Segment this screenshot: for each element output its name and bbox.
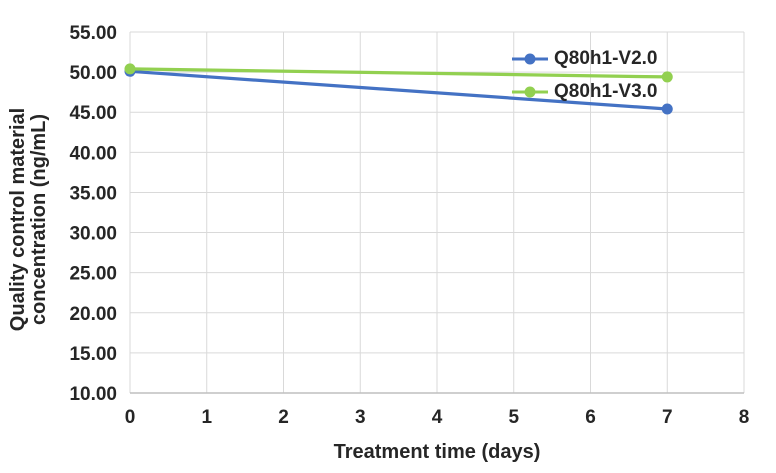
y-tick-label: 15.00 [69, 344, 117, 365]
x-axis-title: Treatment time (days) [334, 441, 541, 463]
x-tick-label: 6 [585, 407, 596, 428]
data-point-1 [661, 71, 673, 83]
y-tick-label: 40.00 [69, 143, 117, 164]
series-line-0 [128, 69, 669, 111]
x-tick-label: 3 [355, 407, 366, 428]
legend-item-q80h1-v2: Q80h1-V2.0 [512, 45, 658, 73]
legend: Q80h1-V2.0 Q80h1-V3.0 [512, 45, 658, 106]
y-tick-label: 20.00 [69, 304, 117, 325]
x-tick-label: 5 [508, 407, 519, 428]
x-tick-label: 0 [125, 407, 136, 428]
y-axis-title-line2: concentration (ng/mL) [28, 114, 50, 325]
y-tick-label: 25.00 [69, 264, 117, 285]
x-tick-label: 1 [201, 407, 212, 428]
data-point-0 [661, 103, 673, 115]
data-point-1 [124, 63, 136, 75]
y-tick-label: 50.00 [69, 63, 117, 84]
legend-label-q80h1-v2: Q80h1-V2.0 [554, 48, 658, 69]
x-tick-label: 7 [662, 407, 673, 428]
y-tick-label: 55.00 [69, 23, 117, 44]
legend-marker-1 [512, 86, 548, 98]
y-tick-label: 45.00 [69, 103, 117, 124]
y-tick-label: 10.00 [69, 384, 117, 405]
series-line-1 [128, 67, 669, 79]
y-tick-label: 30.00 [69, 224, 117, 245]
x-tick-label: 8 [739, 407, 750, 428]
x-tick-label: 4 [432, 407, 443, 428]
y-tick-label: 35.00 [69, 183, 117, 204]
legend-label-q80h1-v3: Q80h1-V3.0 [554, 81, 658, 102]
legend-item-q80h1-v3: Q80h1-V3.0 [512, 78, 658, 106]
y-axis-title-line1: Quality control material [7, 108, 29, 331]
legend-marker-0 [512, 53, 548, 65]
x-tick-label: 2 [278, 407, 289, 428]
